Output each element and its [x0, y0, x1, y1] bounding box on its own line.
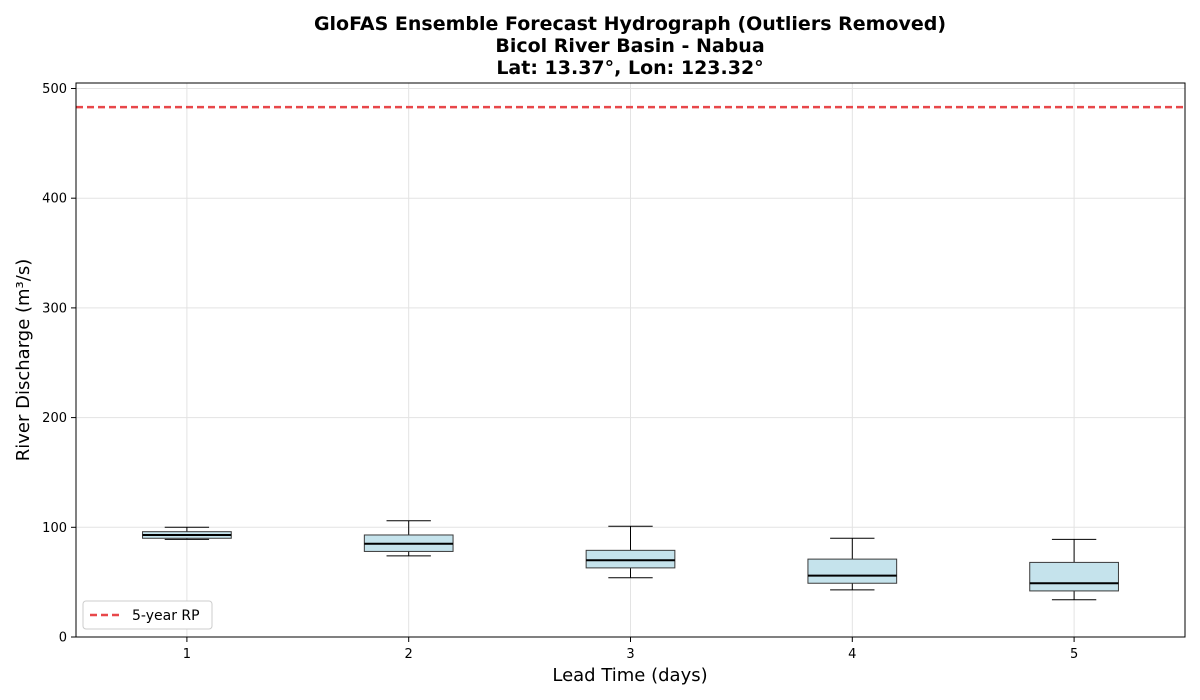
- y-tick-label: 200: [42, 411, 67, 426]
- box-day-2: [363, 520, 454, 557]
- chart-title: GloFAS Ensemble Forecast Hydrograph (Out…: [314, 13, 946, 79]
- ticks: 0 100 200 300 400 500 1 2 3 4 5: [42, 82, 1078, 662]
- x-tick-label: 4: [848, 647, 856, 662]
- title-line-2: Bicol River Basin - Nabua: [495, 35, 764, 57]
- y-axis-label: River Discharge (m³/s): [13, 259, 34, 461]
- x-tick-label: 3: [626, 647, 634, 662]
- iqr-box: [1029, 561, 1119, 592]
- y-tick-label: 400: [42, 192, 67, 207]
- y-tick-label: 100: [42, 521, 67, 536]
- iqr-box: [585, 549, 676, 569]
- y-tick-label: 500: [42, 82, 67, 97]
- boxes: [142, 520, 1119, 601]
- legend-label-5-year-rp: 5-year RP: [132, 608, 200, 624]
- x-tick-label: 5: [1070, 647, 1078, 662]
- x-tick-label: 2: [405, 647, 413, 662]
- y-tick-label: 0: [59, 631, 67, 646]
- box-day-3: [585, 525, 676, 579]
- box-day-4: [807, 537, 898, 591]
- title-line-1: GloFAS Ensemble Forecast Hydrograph (Out…: [314, 13, 946, 35]
- iqr-box: [807, 558, 898, 584]
- box-day-5: [1029, 538, 1119, 601]
- box-day-1: [142, 526, 232, 540]
- x-axis-label: Lead Time (days): [552, 665, 707, 686]
- title-line-3: Lat: 13.37°, Lon: 123.32°: [496, 57, 763, 79]
- legend-box: [82, 600, 213, 630]
- x-tick-label: 1: [183, 647, 191, 662]
- y-tick-label: 300: [42, 301, 67, 316]
- legend: 5-year RP: [82, 600, 213, 630]
